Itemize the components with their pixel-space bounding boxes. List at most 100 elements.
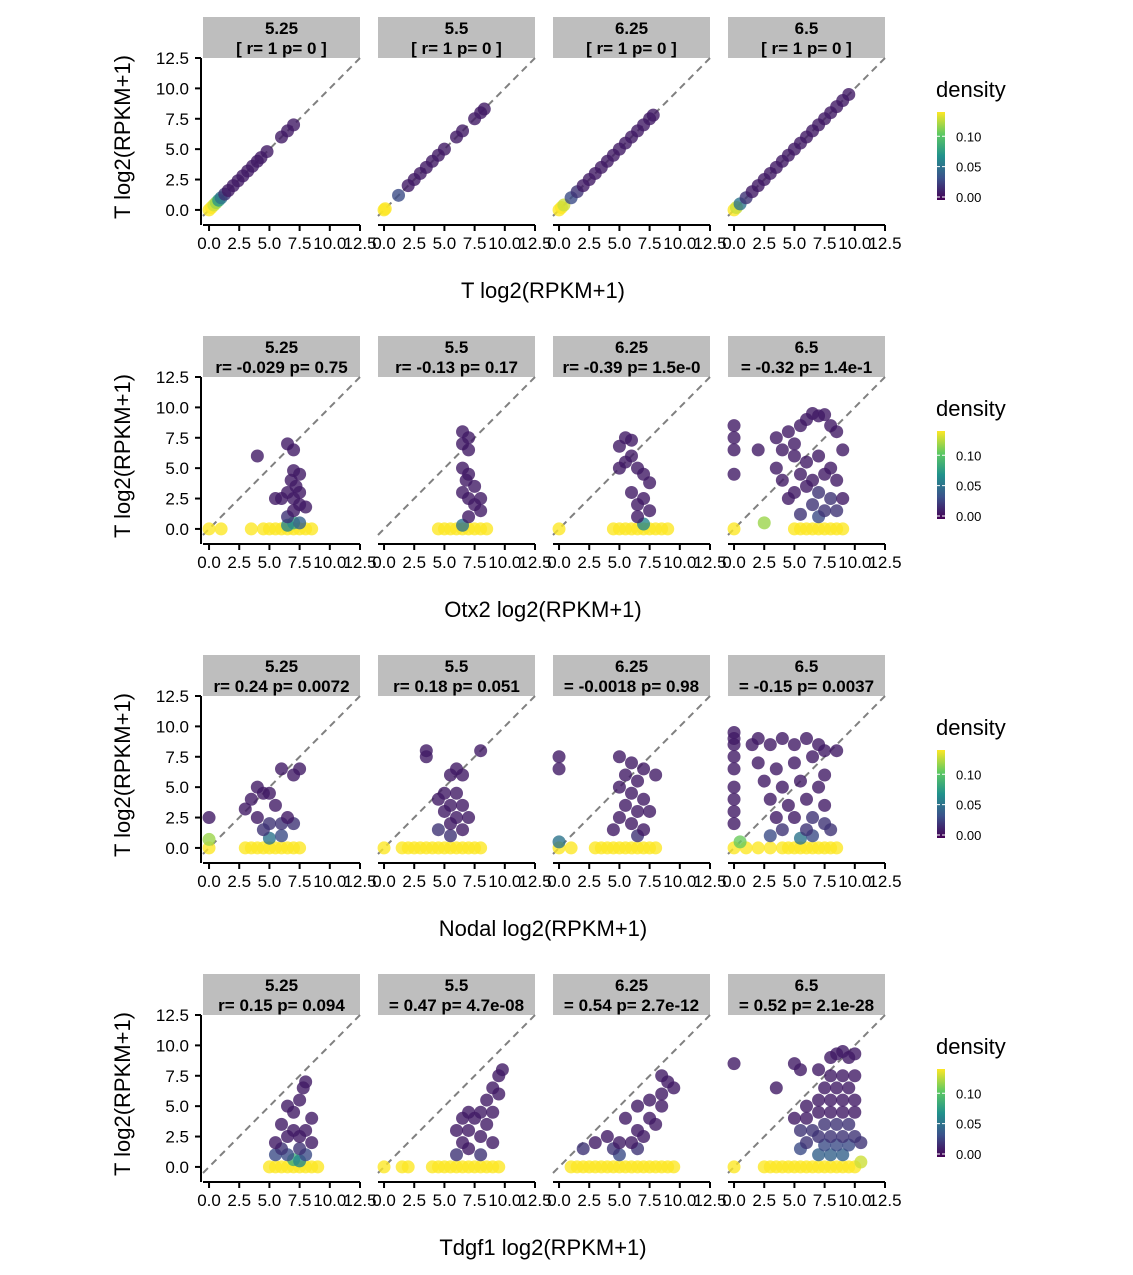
scatter-point — [480, 1093, 494, 1107]
scatter-point — [812, 1105, 826, 1119]
facet-strip — [553, 655, 710, 696]
scatter-point — [287, 118, 301, 132]
scatter-point — [751, 756, 765, 770]
x-tick-label: 7.5 — [288, 553, 312, 572]
x-tick-label: 5.0 — [783, 553, 807, 572]
facet-stat-label: r= -0.39 p= 1.5e-0 — [563, 358, 701, 377]
scatter-point — [824, 1093, 838, 1107]
x-tick-label: 12.5 — [693, 234, 726, 253]
scatter-point — [625, 786, 638, 800]
scatter-point — [830, 425, 844, 439]
x-tick-label: 7.5 — [638, 553, 662, 572]
scatter-point — [576, 1142, 590, 1156]
legend-colorbar — [937, 112, 945, 200]
scatter-point — [727, 443, 741, 457]
legend-tick-label: 0.10 — [956, 767, 981, 782]
scatter-point — [456, 768, 470, 782]
facet-panel: 5.25[ r= 1 p= 0 ]0.0 2.5 5.0 7.5 10.012.50.0… — [156, 17, 377, 253]
x-tick-label: 7.5 — [638, 872, 662, 891]
scatter-point — [727, 804, 741, 818]
x-tick-label: 12.5 — [518, 1191, 551, 1210]
facet-stat-label: r= -0.13 p= 0.17 — [395, 358, 518, 377]
scatter-point — [842, 1081, 856, 1095]
identity-reference-line — [727, 1014, 886, 1174]
scatter-point — [824, 1148, 838, 1162]
scatter-point — [667, 1160, 681, 1174]
x-tick-label: 5.0 — [433, 1191, 457, 1210]
scatter-point — [244, 792, 258, 806]
x-tick-label: 7.5 — [463, 1191, 487, 1210]
x-tick-label: 2.5 — [577, 872, 601, 891]
scatter-point — [727, 792, 741, 806]
x-tick-label: 5.0 — [608, 553, 632, 572]
facet-label: 5.25 — [265, 657, 298, 676]
facet-stat-label: [ r= 1 p= 0 ] — [236, 39, 327, 58]
facet-strip — [728, 655, 885, 696]
y-tick-label: 7.5 — [165, 429, 189, 448]
scatter-point — [296, 1081, 310, 1095]
scatter-point — [202, 832, 216, 846]
scatter-point — [818, 504, 832, 518]
scatter-point — [793, 1123, 807, 1137]
scatter-point — [293, 516, 307, 530]
facet-strip — [378, 336, 535, 377]
x-tick-label: 7.5 — [813, 553, 837, 572]
facet-label: 5.5 — [445, 338, 469, 357]
scatter-point — [787, 738, 801, 752]
facet-panel: 5.5r= -0.13 p= 0.17 0.0 2.5 5.0 7.5 10.012.5 — [372, 336, 552, 572]
x-tick-label: 12.5 — [518, 872, 551, 891]
scatter-point — [293, 762, 307, 776]
facet-label: 5.25 — [265, 19, 298, 38]
facet-panel: 6.25[ r= 1 p= 0 ] 0.0 2.5 5.0 7.5 10.012.5 — [547, 17, 727, 253]
facet-panel: 5.5[ r= 1 p= 0 ] 0.0 2.5 5.0 7.5 10.012.5 — [372, 17, 552, 253]
scatter-point — [462, 510, 476, 524]
legend-tick-label: 0.05 — [956, 798, 981, 813]
legend-tick-label: 0.00 — [956, 1147, 981, 1162]
scatter-point — [775, 473, 789, 487]
scatter-point — [443, 829, 457, 843]
facet-panel: 6.5= -0.15 p= 0.0037 0.0 2.5 5.0 7.5 10.012.5 — [722, 655, 902, 891]
scatter-point — [612, 780, 626, 794]
facet-panel: 5.5r= 0.18 p= 0.051 0.0 2.5 5.0 7.5 10.012.5 — [372, 655, 552, 891]
x-tick-label: 12.5 — [343, 1191, 376, 1210]
scatter-point — [775, 823, 789, 837]
y-tick-label: 5.0 — [165, 140, 189, 159]
x-tick-label: 2.5 — [577, 234, 601, 253]
scatter-point — [377, 1160, 391, 1174]
scatter-point — [474, 504, 488, 518]
scatter-point — [456, 124, 470, 138]
scatter-point — [450, 786, 463, 800]
y-tick-label: 0.0 — [165, 520, 189, 539]
x-tick-label: 2.5 — [402, 872, 426, 891]
scatter-point — [625, 1136, 638, 1150]
y-tick-label: 7.5 — [165, 110, 189, 129]
y-axis-title: T log2(RPKM+1) — [110, 693, 135, 857]
x-tick-label: 10.0 — [663, 1191, 696, 1210]
legend-tick-label: 0.10 — [956, 129, 981, 144]
legend-tick-label: 0.05 — [956, 479, 981, 494]
x-tick-label: 2.5 — [402, 234, 426, 253]
scatter-point — [419, 750, 433, 764]
x-tick-label: 5.0 — [433, 553, 457, 572]
facet-strip — [728, 974, 885, 1015]
x-tick-label: 12.5 — [343, 234, 376, 253]
facet-label: 5.5 — [445, 976, 469, 995]
x-tick-label: 2.5 — [752, 1191, 776, 1210]
scatter-point — [437, 804, 451, 818]
scatter-point — [763, 841, 777, 855]
x-axis-title: T log2(RPKM+1) — [461, 278, 625, 303]
facet-panel: 6.5= 0.52 p= 2.1e-28 0.0 2.5 5.0 7.5 10.012.5 — [722, 974, 902, 1210]
scatter-point — [202, 522, 216, 536]
scatter-point — [727, 431, 741, 445]
scatter-point — [824, 1105, 838, 1119]
scatter-point — [769, 431, 783, 445]
scatter-point — [612, 461, 626, 475]
x-tick-label: 12.5 — [693, 553, 726, 572]
facet-panel: 5.25r= -0.029 p= 0.750.0 2.5 5.0 7.5 10.012.… — [156, 336, 377, 572]
identity-reference-line — [202, 376, 361, 536]
scatter-point — [462, 1123, 476, 1137]
scatter-point — [800, 1136, 813, 1150]
scatter-point — [456, 798, 470, 812]
facet-label: 6.25 — [615, 657, 648, 676]
